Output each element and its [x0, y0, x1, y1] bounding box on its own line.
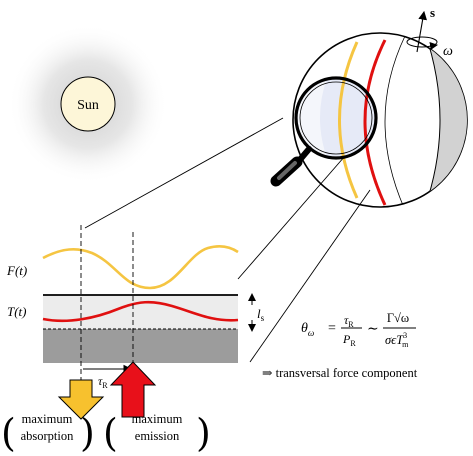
lag-angle-formula: θω = τR PR ∼ Γ√ω σϵT3 m: [301, 311, 416, 349]
absorption-line2: absorption: [21, 429, 75, 443]
flux-curve: [42, 245, 239, 290]
absorption-line1: maximum: [22, 412, 73, 426]
svg-text:τR: τR: [344, 313, 354, 329]
surface-panel: τR ls F(t) T(t): [6, 225, 265, 390]
svg-text:∼: ∼: [367, 322, 379, 337]
svg-text:=: =: [328, 321, 336, 336]
rotation-arrow: [429, 42, 438, 50]
svg-text:): ): [80, 411, 95, 455]
lag-label: τR: [98, 374, 108, 390]
svg-text:(: (: [1, 411, 16, 455]
surface-layer: [43, 295, 238, 329]
sun-label: Sun: [77, 98, 99, 113]
projection-line-1: [84, 117, 284, 229]
spin-axis-label: s: [430, 5, 435, 20]
skin-depth-label: ls: [257, 306, 265, 323]
absorption-arrow: [57, 379, 105, 420]
projection-line-3: [249, 189, 371, 363]
sun-disc: [60, 76, 116, 132]
meridian-thin: [384, 35, 406, 207]
omega-label: ω: [443, 44, 453, 59]
magnifier-rim: [294, 76, 378, 160]
flux-label: F(t): [6, 263, 27, 278]
temperature-label: T(t): [7, 304, 27, 319]
absorption-caption: ( maximum absorption ): [1, 411, 95, 455]
svg-text:(: (: [103, 411, 118, 455]
emission-arrow: [109, 361, 157, 418]
spin-axis: [416, 10, 428, 53]
magnifier: [270, 76, 378, 187]
sun-group: Sun: [8, 24, 168, 184]
temperature-curve: [42, 300, 239, 323]
svg-text:): ): [196, 411, 211, 455]
emission-line1: maximum: [132, 412, 183, 426]
svg-text:Γ√ω: Γ√ω: [387, 311, 409, 325]
consequence-text: ⇒ transversal force component: [262, 366, 418, 380]
projection-line-2: [237, 155, 346, 280]
svg-text:PR: PR: [342, 332, 356, 348]
svg-text:θω: θω: [301, 321, 314, 338]
subsurface-layer: [43, 329, 238, 363]
rotation-loop: [406, 36, 438, 48]
emission-caption: ( maximum emission ): [103, 411, 211, 455]
emission-line2: emission: [135, 429, 180, 443]
